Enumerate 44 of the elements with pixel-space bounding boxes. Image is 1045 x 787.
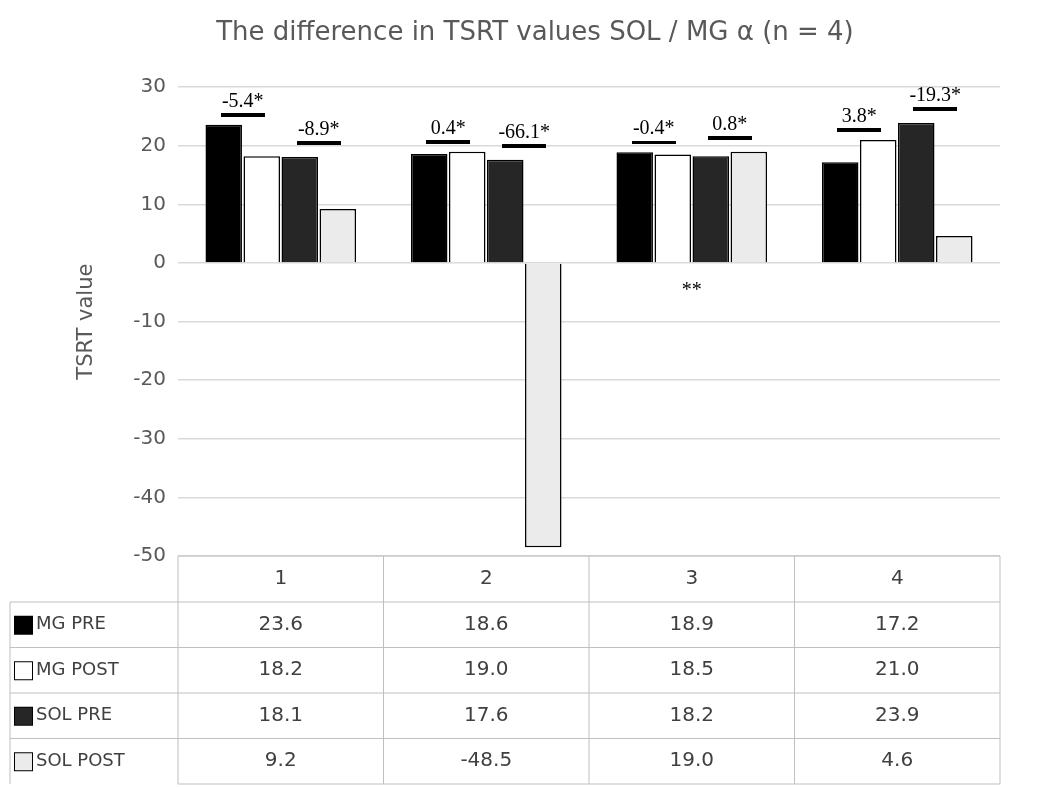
y-tick-label: -50 xyxy=(133,542,166,567)
legend-label: MG PRE xyxy=(36,612,106,634)
annotation: 0.8* xyxy=(712,111,748,134)
data-label: 18.9 xyxy=(669,610,715,635)
data-label: 19.0 xyxy=(669,747,715,772)
annotation: -5.4* xyxy=(221,88,264,111)
annotation: -0.4* xyxy=(632,116,675,139)
y-tick-label: -10 xyxy=(133,307,166,332)
data-label: 18.5 xyxy=(669,656,715,681)
y-tick-label: 10 xyxy=(140,190,166,215)
data-label: 19.0 xyxy=(463,656,509,681)
y-tick-label: 30 xyxy=(140,73,166,98)
annotation: 3.8* xyxy=(841,104,877,127)
annotation: -8.9* xyxy=(297,117,340,140)
data-label: 21.0 xyxy=(874,656,920,681)
data-label: 18.1 xyxy=(258,701,304,726)
annotation: ** xyxy=(681,278,702,301)
data-label: 23.9 xyxy=(874,701,920,726)
x-tick-label: 2 xyxy=(479,565,493,590)
y-tick-label: -40 xyxy=(133,483,166,508)
data-label: 18.2 xyxy=(258,656,304,681)
legend-label: SOL POST xyxy=(36,748,126,770)
chart-title: The difference in TSRT values SOL / MG α (n = 4) xyxy=(215,16,854,47)
y-axis-title: TSRT value xyxy=(73,263,98,381)
legend-label: MG POST xyxy=(36,657,120,679)
data-label: 17.6 xyxy=(463,701,509,726)
data-label: 23.6 xyxy=(258,610,304,635)
x-tick-label: 4 xyxy=(890,565,904,590)
legend-label: SOL PRE xyxy=(36,703,113,725)
y-tick-label: -20 xyxy=(133,366,166,391)
data-label: 18.2 xyxy=(669,701,715,726)
data-label: -48.5 xyxy=(460,747,513,772)
data-label: 9.2 xyxy=(264,747,297,772)
data-label: 18.6 xyxy=(463,610,509,635)
data-label: 4.6 xyxy=(881,747,914,772)
y-tick-label: 20 xyxy=(140,132,166,156)
annotation: 0.4* xyxy=(430,115,466,138)
x-tick-label: 1 xyxy=(274,565,288,590)
annotation: -66.1* xyxy=(498,120,551,143)
annotation: -19.3* xyxy=(909,83,962,106)
x-tick-label: 3 xyxy=(685,565,699,590)
y-tick-label: 0 xyxy=(153,249,166,274)
data-label: 17.2 xyxy=(874,610,920,635)
y-tick-label: -30 xyxy=(133,425,166,449)
